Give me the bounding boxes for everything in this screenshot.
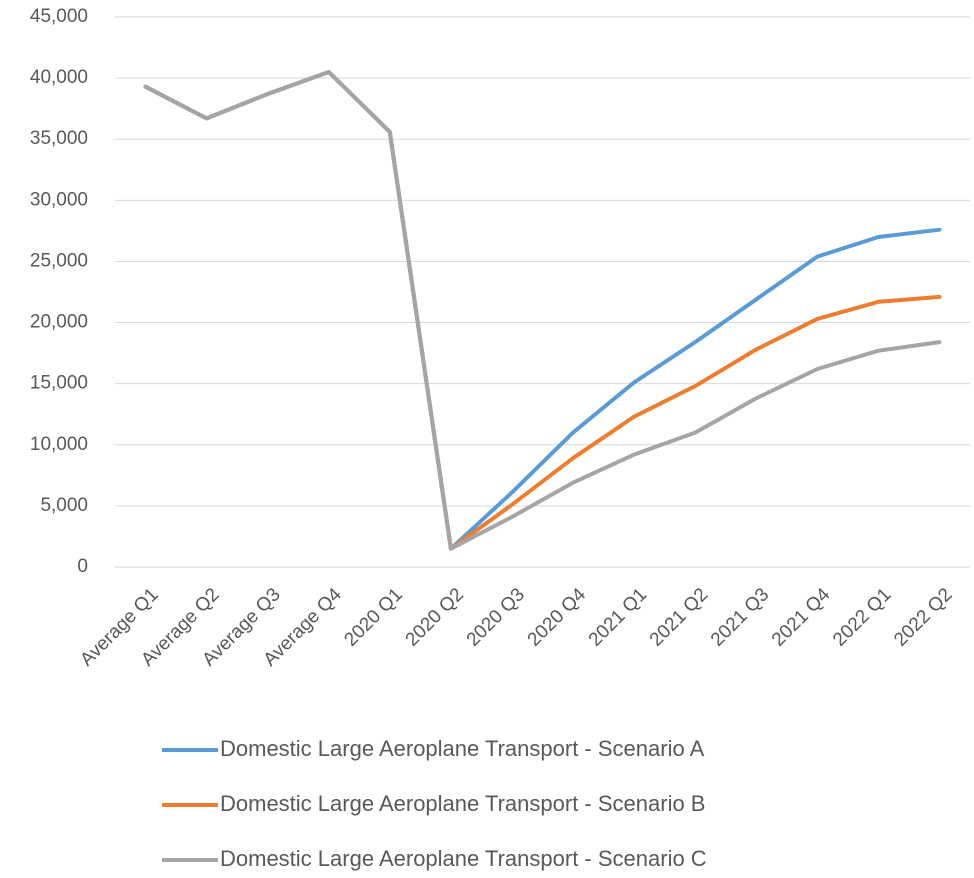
legend-label: Domestic Large Aeroplane Transport - Sce… — [220, 736, 705, 761]
series-line — [143, 70, 942, 551]
series-line — [143, 70, 942, 551]
y-tick-label: 20,000 — [30, 312, 88, 333]
y-tick-label: 35,000 — [30, 128, 88, 149]
y-tick-label: 40,000 — [30, 67, 88, 88]
y-tick-label: 5,000 — [40, 495, 88, 516]
y-tick-label: 30,000 — [30, 189, 88, 210]
x-tick-label: 2020 Q3 — [463, 584, 529, 650]
series-line — [143, 70, 942, 551]
x-tick-label: 2021 Q3 — [707, 584, 773, 650]
x-tick-label: 2021 Q4 — [768, 584, 835, 651]
x-tick-label: 2021 Q2 — [646, 584, 712, 650]
y-tick-label: 45,000 — [30, 6, 88, 27]
x-tick-label: 2020 Q4 — [524, 584, 591, 651]
y-tick-label: 0 — [77, 556, 88, 577]
y-tick-label: 10,000 — [30, 434, 88, 455]
y-tick-label: 15,000 — [30, 373, 88, 394]
x-tick-label: 2020 Q2 — [402, 584, 468, 650]
x-tick-label: 2022 Q2 — [890, 584, 956, 650]
x-tick-label: 2020 Q1 — [341, 584, 407, 650]
legend-label: Domestic Large Aeroplane Transport - Sce… — [220, 846, 707, 871]
x-tick-label: 2021 Q1 — [585, 584, 651, 650]
y-tick-label: 25,000 — [30, 250, 88, 271]
x-tick-label: 2022 Q1 — [829, 584, 895, 650]
legend-label: Domestic Large Aeroplane Transport - Sce… — [220, 791, 705, 816]
